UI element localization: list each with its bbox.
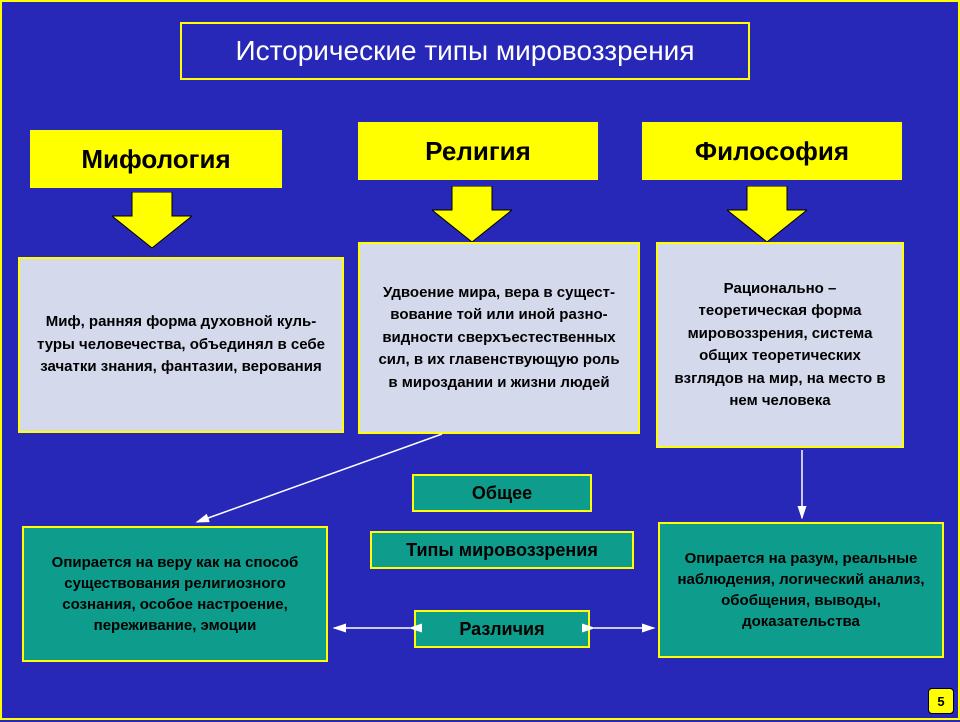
label-text: Общее [472, 483, 532, 504]
slide-title: Исторические типы мировоззрения [180, 22, 750, 80]
bottom-right-box: Опирается на разум, реальные наблюдения,… [658, 522, 944, 658]
header-label: Религия [425, 136, 531, 167]
bottom-left-text: Опирается на веру как на способ существо… [32, 552, 318, 636]
page-number: 5 [937, 694, 944, 709]
header-label: Мифология [81, 144, 230, 175]
bottom-left-box: Опирается на веру как на способ существо… [22, 526, 328, 662]
page-number-badge: 5 [928, 688, 954, 714]
label-text: Типы мировоззрения [406, 540, 598, 561]
desc-philosophy: Рационально – теоретическая форма мирово… [656, 242, 904, 448]
header-religion: Религия [358, 122, 598, 180]
desc-text: Рационально – теоретическая форма мирово… [670, 278, 890, 413]
desc-text: Удвоение мира, вера в сущест- вование то… [372, 282, 626, 395]
label-types: Типы мировоззрения [370, 531, 634, 569]
desc-mythology: Миф, ранняя форма духовной куль- туры че… [18, 257, 344, 433]
arrow-down-icon [112, 192, 192, 248]
desc-text: Миф, ранняя форма духовной куль- туры че… [32, 311, 330, 379]
bottom-right-text: Опирается на разум, реальные наблюдения,… [668, 548, 934, 632]
header-mythology: Мифология [30, 130, 282, 188]
label-common: Общее [412, 474, 592, 512]
label-text: Различия [459, 619, 544, 640]
desc-religion: Удвоение мира, вера в сущест- вование то… [358, 242, 640, 434]
label-differences: Различия [414, 610, 590, 648]
arrow-down-icon [432, 186, 512, 242]
header-philosophy: Философия [642, 122, 902, 180]
arrow-down-icon [727, 186, 807, 242]
header-label: Философия [695, 136, 849, 167]
title-text: Исторические типы мировоззрения [236, 35, 695, 67]
